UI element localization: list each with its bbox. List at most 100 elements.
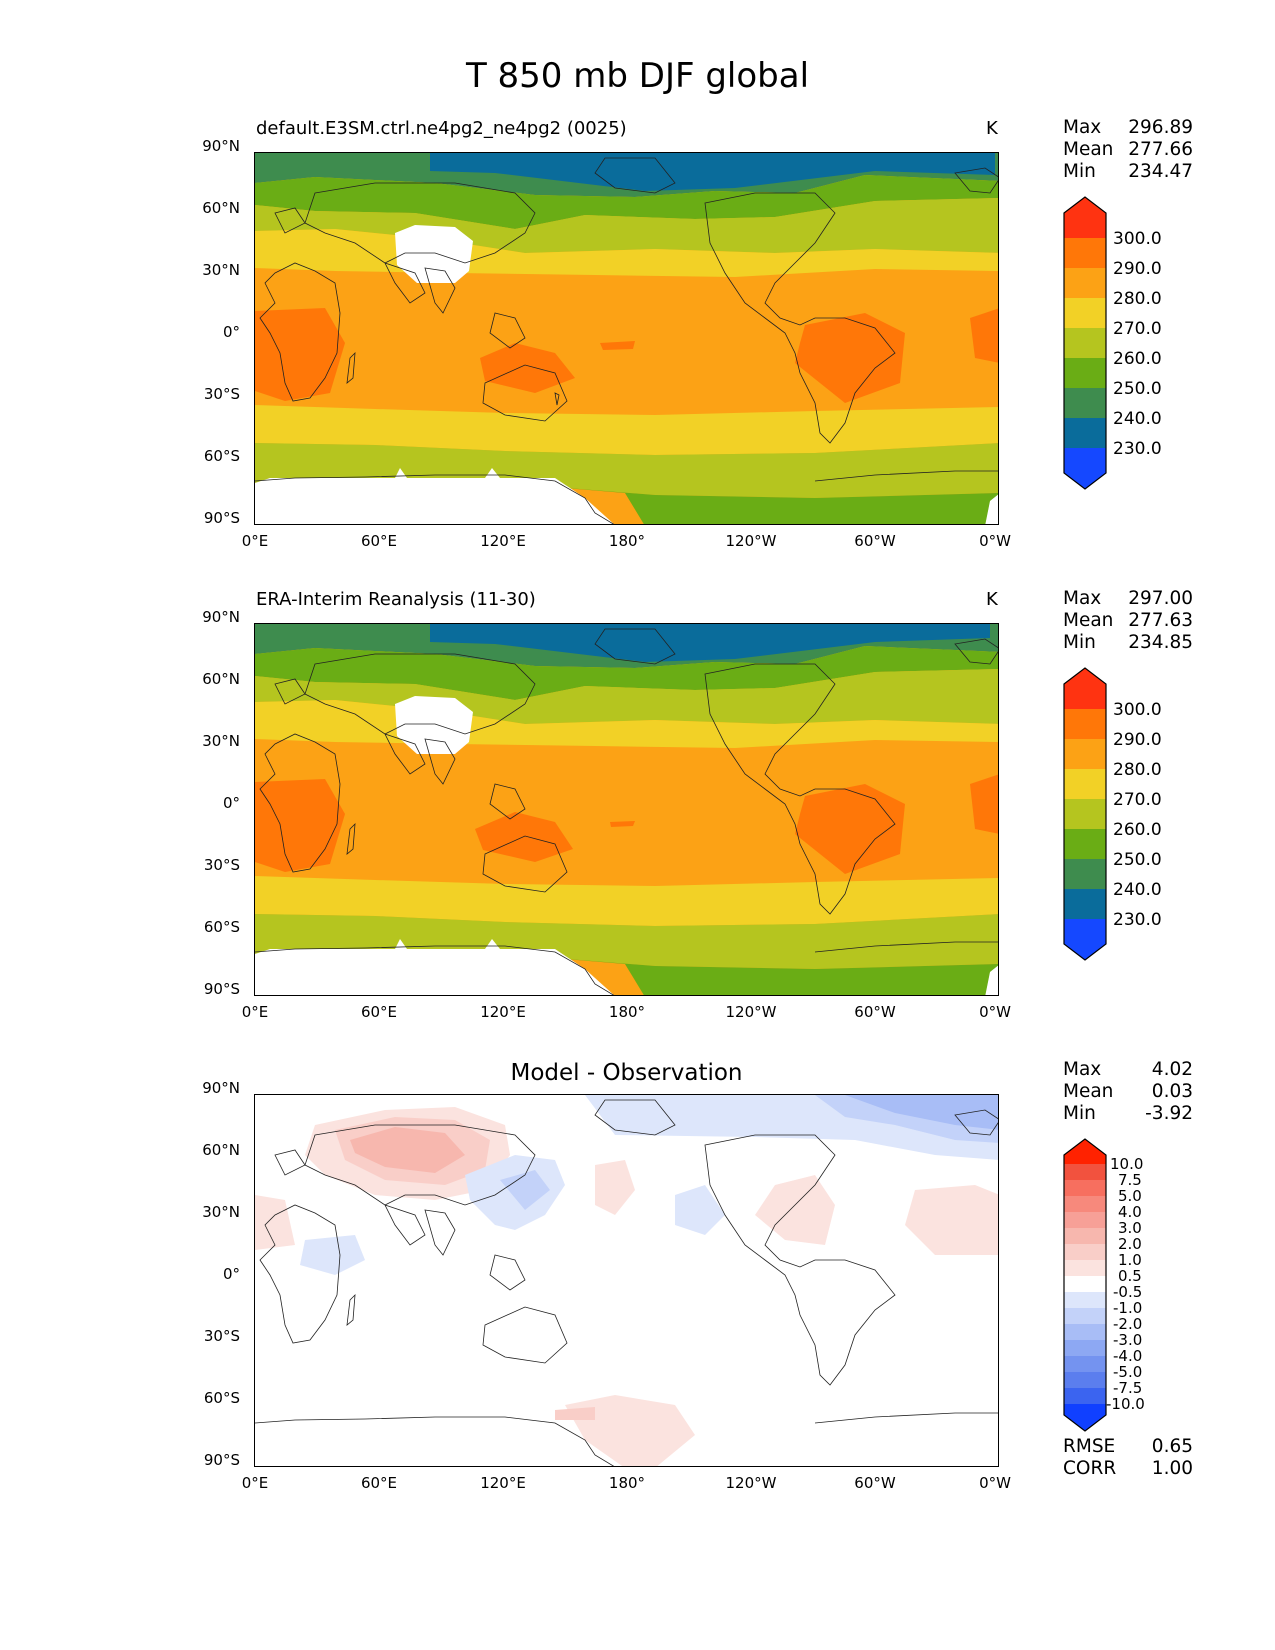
colorbar-label: 280.0 <box>1113 289 1162 309</box>
stat-value: -3.92 <box>1145 1103 1193 1124</box>
panel-title-left: default.E3SM.ctrl.ne4pg2_ne4pg2 (0025) <box>256 118 627 139</box>
map-plot <box>254 623 999 996</box>
map-plot <box>254 152 999 525</box>
colorbar-label: 7.5 <box>1118 1171 1142 1189</box>
y-tick-label: 60°N <box>202 1141 240 1159</box>
stats-box: Max 4.02 Mean 0.03 Min -3.92 <box>1063 1059 1193 1125</box>
colorbar <box>1062 1137 1108 1437</box>
x-tick-label: 120°E <box>480 1003 526 1021</box>
y-tick-label: 0° <box>222 1265 240 1283</box>
colorbar-label: 300.0 <box>1113 700 1162 720</box>
y-tick-label: 90°S <box>203 1451 240 1469</box>
colorbar <box>1062 195 1108 495</box>
stat-value: 277.66 <box>1128 139 1193 160</box>
panel-units: K <box>986 118 998 139</box>
metric-value: 0.65 <box>1151 1436 1193 1457</box>
metrics-box: RMSE 0.65 CORR 1.00 <box>1063 1436 1193 1480</box>
y-tick-label: 30°S <box>203 385 240 403</box>
x-tick-label: 0°E <box>241 532 269 550</box>
metric-label: CORR <box>1063 1458 1117 1479</box>
y-tick-label: 60°S <box>203 918 240 936</box>
panel-units: K <box>986 589 998 610</box>
stat-label: Mean <box>1063 1081 1114 1102</box>
stat-value: 277.63 <box>1128 610 1193 631</box>
x-tick-label: 180° <box>608 1474 646 1492</box>
colorbar <box>1062 666 1108 966</box>
panel-title: Model - Observation <box>510 1060 743 1086</box>
colorbar-label: -7.5 <box>1113 1379 1143 1397</box>
colorbar-label: 280.0 <box>1113 760 1162 780</box>
stat-value: 234.85 <box>1128 632 1193 653</box>
x-tick-label: 60°W <box>854 1003 896 1021</box>
colorbar-label: 270.0 <box>1113 790 1162 810</box>
colorbar-label: -1.0 <box>1113 1299 1143 1317</box>
colorbar-label: 230.0 <box>1113 910 1162 930</box>
x-tick-label: 60°W <box>854 532 896 550</box>
x-tick-label: 120°W <box>725 532 777 550</box>
x-tick-label: 60°E <box>360 1003 398 1021</box>
colorbar-label: -3.0 <box>1113 1331 1143 1349</box>
y-tick-label: 60°N <box>202 670 240 688</box>
y-tick-label: 0° <box>222 794 240 812</box>
colorbar-label: -10.0 <box>1106 1395 1145 1413</box>
x-tick-label: 0°E <box>241 1474 269 1492</box>
stat-label: Min <box>1063 161 1096 182</box>
colorbar-label: 290.0 <box>1113 730 1162 750</box>
stat-value: 234.47 <box>1128 161 1193 182</box>
colorbar-label: 1.0 <box>1118 1251 1142 1269</box>
x-tick-label: 120°E <box>480 1474 526 1492</box>
y-tick-label: 90°N <box>202 608 240 626</box>
panel-title-left: ERA-Interim Reanalysis (11-30) <box>256 589 536 610</box>
y-tick-label: 0° <box>222 323 240 341</box>
stat-value: 296.89 <box>1128 117 1193 138</box>
colorbar-label: 270.0 <box>1113 319 1162 339</box>
stat-value: 4.02 <box>1151 1059 1193 1080</box>
stats-box: Max 297.00 Mean 277.63 Min 234.85 <box>1063 588 1193 654</box>
x-tick-label: 180° <box>608 532 646 550</box>
x-tick-label: 0°W <box>979 1474 1011 1492</box>
stat-label: Max <box>1063 588 1102 609</box>
y-tick-label: 60°S <box>203 1389 240 1407</box>
y-tick-label: 30°S <box>203 856 240 874</box>
colorbar-label: -2.0 <box>1113 1315 1143 1333</box>
colorbar-label: 240.0 <box>1113 880 1162 900</box>
colorbar-label: -0.5 <box>1113 1283 1143 1301</box>
stat-label: Max <box>1063 117 1102 138</box>
x-tick-label: 60°E <box>360 532 398 550</box>
y-tick-label: 90°N <box>202 137 240 155</box>
x-tick-label: 60°W <box>854 1474 896 1492</box>
stat-label: Max <box>1063 1059 1102 1080</box>
figure-title: T 850 mb DJF global <box>465 56 810 96</box>
y-tick-label: 60°N <box>202 199 240 217</box>
y-tick-label: 60°S <box>203 447 240 465</box>
stats-box: Max 296.89 Mean 277.66 Min 234.47 <box>1063 117 1193 183</box>
x-tick-label: 180° <box>608 1003 646 1021</box>
colorbar-label: 300.0 <box>1113 229 1162 249</box>
y-tick-label: 90°S <box>203 980 240 998</box>
x-tick-label: 120°E <box>480 532 526 550</box>
colorbar-label: 260.0 <box>1113 349 1162 369</box>
metric-value: 1.00 <box>1151 1458 1193 1479</box>
colorbar-label: 3.0 <box>1118 1219 1142 1237</box>
y-tick-label: 30°N <box>202 261 240 279</box>
colorbar-label: 0.5 <box>1118 1267 1142 1285</box>
colorbar-label: 4.0 <box>1118 1203 1142 1221</box>
stat-value: 297.00 <box>1128 588 1193 609</box>
stat-label: Mean <box>1063 139 1114 160</box>
colorbar-label: 260.0 <box>1113 820 1162 840</box>
colorbar-label: 240.0 <box>1113 409 1162 429</box>
x-tick-label: 60°E <box>360 1474 398 1492</box>
y-tick-label: 90°N <box>202 1079 240 1097</box>
colorbar-label: 250.0 <box>1113 379 1162 399</box>
map-plot <box>254 1094 999 1467</box>
stat-label: Min <box>1063 1103 1096 1124</box>
colorbar-label: 2.0 <box>1118 1235 1142 1253</box>
stat-value: 0.03 <box>1151 1081 1193 1102</box>
y-tick-label: 90°S <box>203 509 240 527</box>
stat-label: Mean <box>1063 610 1114 631</box>
colorbar-label: -5.0 <box>1113 1363 1143 1381</box>
y-tick-label: 30°N <box>202 732 240 750</box>
x-tick-label: 0°E <box>241 1003 269 1021</box>
x-tick-label: 120°W <box>725 1474 777 1492</box>
colorbar-label: 5.0 <box>1118 1187 1142 1205</box>
